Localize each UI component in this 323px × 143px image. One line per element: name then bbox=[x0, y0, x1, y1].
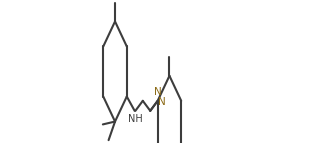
Text: N: N bbox=[158, 97, 166, 107]
Text: NH: NH bbox=[128, 114, 143, 124]
Text: N: N bbox=[154, 87, 162, 97]
